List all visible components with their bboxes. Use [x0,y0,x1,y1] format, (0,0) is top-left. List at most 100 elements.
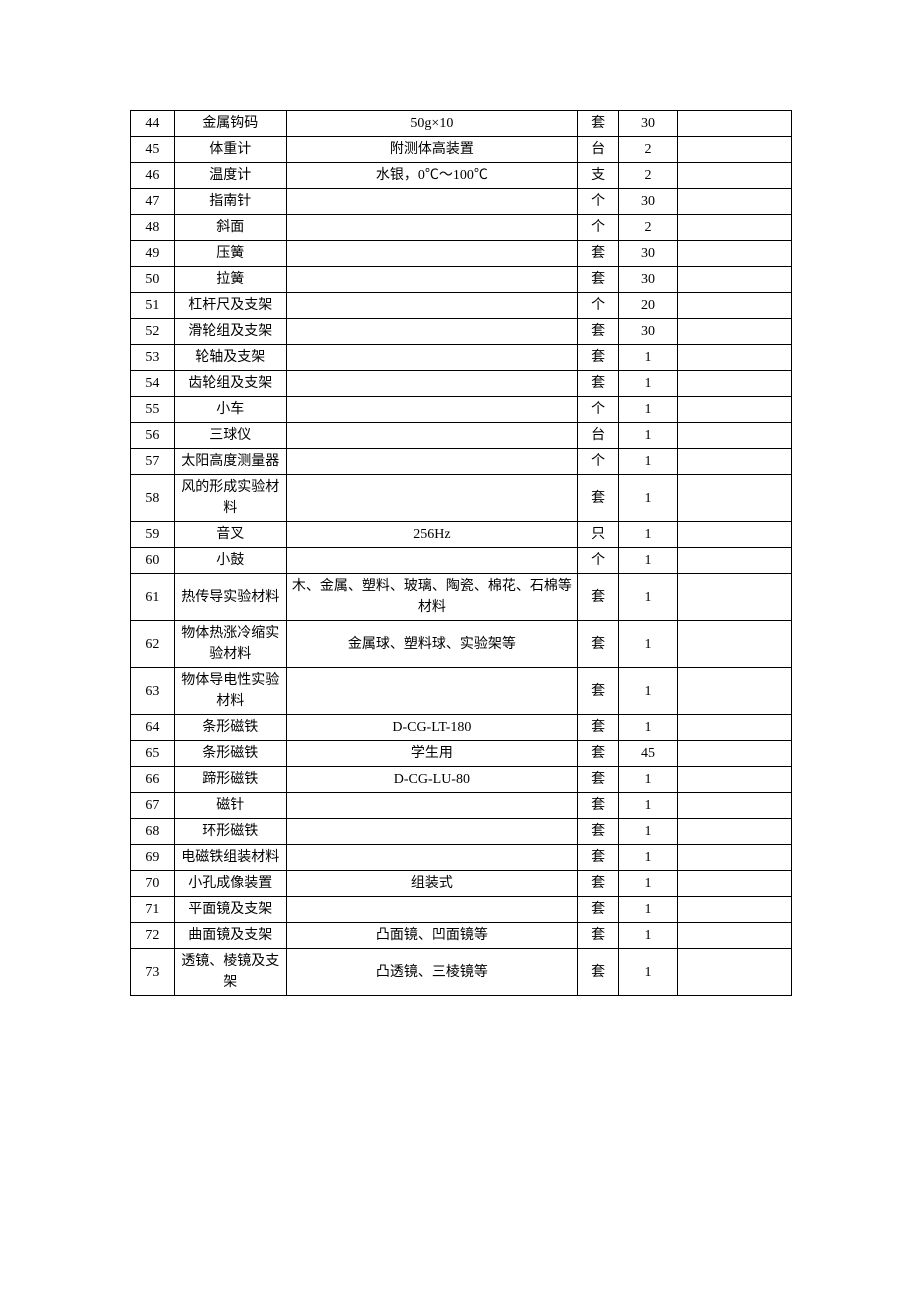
row-number: 71 [131,897,175,923]
item-spec [286,548,577,574]
item-unit: 套 [577,819,619,845]
item-spec: 256Hz [286,522,577,548]
item-note [677,923,791,949]
table-row: 59音叉256Hz只1 [131,522,792,548]
row-number: 61 [131,574,175,621]
item-unit: 套 [577,111,619,137]
table-row: 64条形磁铁D-CG-LT-180套1 [131,715,792,741]
table-row: 61热传导实验材料木、金属、塑料、玻璃、陶瓷、棉花、石棉等材料套1 [131,574,792,621]
item-quantity: 1 [619,522,677,548]
table-row: 63物体导电性实验材料套1 [131,668,792,715]
item-unit: 套 [577,371,619,397]
item-quantity: 1 [619,548,677,574]
item-quantity: 1 [619,715,677,741]
item-spec: 50g×10 [286,111,577,137]
item-quantity: 1 [619,793,677,819]
item-unit: 套 [577,767,619,793]
item-unit: 套 [577,319,619,345]
item-unit: 套 [577,949,619,996]
item-quantity: 1 [619,397,677,423]
item-name: 三球仪 [174,423,286,449]
item-unit: 支 [577,163,619,189]
item-unit: 套 [577,715,619,741]
item-quantity: 2 [619,137,677,163]
table-row: 46温度计水银，0℃～100℃支2 [131,163,792,189]
item-note [677,741,791,767]
item-name: 杠杆尺及支架 [174,293,286,319]
item-name: 音叉 [174,522,286,548]
item-note [677,845,791,871]
equipment-table: 44金属钩码50g×10套3045体重计附测体高装置台246温度计水银，0℃～1… [130,110,792,996]
item-quantity: 1 [619,767,677,793]
table-row: 69电磁铁组装材料套1 [131,845,792,871]
row-number: 44 [131,111,175,137]
row-number: 56 [131,423,175,449]
row-number: 63 [131,668,175,715]
item-spec [286,423,577,449]
item-quantity: 2 [619,215,677,241]
item-unit: 个 [577,189,619,215]
row-number: 64 [131,715,175,741]
row-number: 45 [131,137,175,163]
item-spec [286,819,577,845]
item-name: 斜面 [174,215,286,241]
item-spec [286,267,577,293]
item-spec [286,319,577,345]
item-spec [286,793,577,819]
row-number: 62 [131,621,175,668]
item-note [677,163,791,189]
item-note [677,345,791,371]
item-spec: D-CG-LU-80 [286,767,577,793]
table-row: 58风的形成实验材料套1 [131,475,792,522]
item-unit: 套 [577,345,619,371]
row-number: 53 [131,345,175,371]
table-row: 44金属钩码50g×10套30 [131,111,792,137]
item-name: 小孔成像装置 [174,871,286,897]
item-unit: 个 [577,449,619,475]
table-row: 68环形磁铁套1 [131,819,792,845]
item-spec [286,293,577,319]
item-unit: 套 [577,475,619,522]
item-note [677,871,791,897]
item-unit: 套 [577,871,619,897]
item-note [677,621,791,668]
item-note [677,793,791,819]
item-quantity: 20 [619,293,677,319]
item-spec [286,449,577,475]
item-quantity: 1 [619,423,677,449]
item-name: 透镜、棱镜及支架 [174,949,286,996]
item-name: 环形磁铁 [174,819,286,845]
item-name: 风的形成实验材料 [174,475,286,522]
item-note [677,475,791,522]
item-quantity: 1 [619,574,677,621]
item-note [677,137,791,163]
item-unit: 个 [577,548,619,574]
item-name: 齿轮组及支架 [174,371,286,397]
item-name: 小车 [174,397,286,423]
table-row: 52滑轮组及支架套30 [131,319,792,345]
item-quantity: 1 [619,371,677,397]
table-row: 57太阳高度测量器个1 [131,449,792,475]
item-name: 条形磁铁 [174,741,286,767]
item-name: 曲面镜及支架 [174,923,286,949]
row-number: 59 [131,522,175,548]
table-row: 47指南针个30 [131,189,792,215]
item-unit: 台 [577,137,619,163]
item-note [677,897,791,923]
item-unit: 套 [577,923,619,949]
row-number: 48 [131,215,175,241]
row-number: 46 [131,163,175,189]
table-row: 51杠杆尺及支架个20 [131,293,792,319]
item-note [677,267,791,293]
row-number: 52 [131,319,175,345]
table-row: 72曲面镜及支架凸面镜、凹面镜等套1 [131,923,792,949]
item-quantity: 30 [619,189,677,215]
table-row: 50拉簧套30 [131,267,792,293]
item-note [677,949,791,996]
item-unit: 套 [577,793,619,819]
row-number: 73 [131,949,175,996]
item-spec [286,845,577,871]
item-spec: 附测体高装置 [286,137,577,163]
item-quantity: 1 [619,845,677,871]
item-quantity: 1 [619,449,677,475]
